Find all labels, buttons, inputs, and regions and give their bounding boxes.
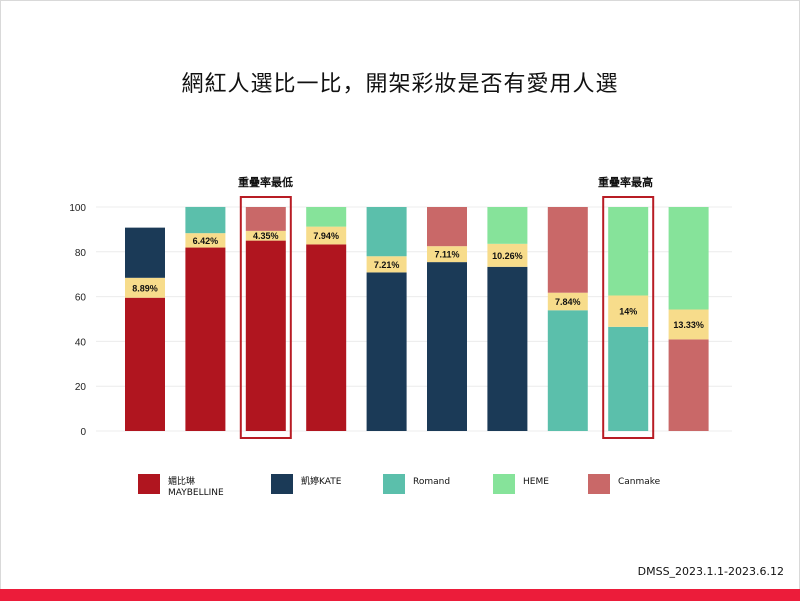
legend-item-kate: 凱婷KATE <box>271 474 341 494</box>
bar-9-top-heme <box>608 207 649 296</box>
y-tick-label-100: 100 <box>69 203 86 214</box>
bar-10-overlap <box>668 309 709 340</box>
legend-swatch-canmake <box>588 474 610 494</box>
bar-1-overlap <box>125 277 165 298</box>
y-tick-label-40: 40 <box>75 337 87 348</box>
source-note: DMSS_2023.1.1-2023.6.12 <box>637 565 784 578</box>
y-tick-label-60: 60 <box>75 293 87 304</box>
bar-7-top-heme <box>487 207 528 244</box>
bar-7-bottom-kate <box>487 266 528 431</box>
bar-9-overlap <box>608 295 649 327</box>
bar-6-top-canmake <box>427 207 467 247</box>
bar-2-top-romand <box>185 206 226 234</box>
bar-7-overlap <box>487 243 528 267</box>
legend-label-maybelline-en: MAYBELLINE <box>168 488 224 498</box>
legend-item-maybelline: 媚比琳 MAYBELLINE <box>138 474 224 499</box>
bar-10-top-heme <box>668 207 709 310</box>
bar-5-top-romand <box>366 207 407 257</box>
page-title: 網紅人選比一比，開架彩妝是否有愛用人選 <box>181 72 619 97</box>
bar-6-bottom-kate <box>427 262 467 431</box>
legend-swatch-kate <box>271 474 293 494</box>
highlight-box-bar-3 <box>239 196 292 439</box>
bar-2-overlap <box>185 233 226 248</box>
y-tick-label-0: 0 <box>80 427 86 438</box>
bar-3-bottom-maybelline <box>245 240 286 431</box>
bar-4-top-heme <box>306 207 347 227</box>
legend-label-romand: Romand <box>413 477 451 487</box>
legend-label-maybelline-zh: 媚比琳 <box>168 477 196 487</box>
annotation-highest-overlap: 重疊率最高 <box>598 176 653 189</box>
annotation-lowest-overlap: 重疊率最低 <box>238 176 293 189</box>
bar-7-overlap-label: 10.26% <box>492 251 523 261</box>
bar-3-top-canmake <box>245 207 286 231</box>
legend-swatch-maybelline <box>138 474 160 494</box>
bar-10-bottom-canmake <box>668 339 709 431</box>
bar-1-top-kate <box>125 227 165 278</box>
bar-1-bottom-maybelline <box>125 297 165 431</box>
legend-label-canmake: Canmake <box>618 477 661 487</box>
legend-label-heme: HEME <box>523 477 549 487</box>
y-tick-label-80: 80 <box>75 248 87 259</box>
bar-8-overlap-label: 7.84% <box>555 297 581 307</box>
bar-3-overlap-label: 4.35% <box>253 231 279 241</box>
bar-5-overlap-label: 7.21% <box>374 260 400 270</box>
legend-item-romand: Romand <box>383 474 450 494</box>
highlight-box-bar-9 <box>602 196 655 439</box>
bottom-accent-bar <box>0 589 800 601</box>
bar-2-bottom-maybelline <box>185 247 226 431</box>
legend-label-kate: 凱婷KATE <box>301 477 342 487</box>
bar-1-overlap-label: 8.89% <box>132 283 158 293</box>
bar-3-overlap <box>245 230 286 241</box>
bar-8-bottom-romand <box>547 310 588 431</box>
bar-6-overlap <box>427 246 467 263</box>
bar-6-overlap-label: 7.11% <box>434 250 459 260</box>
bar-4-overlap <box>306 226 347 245</box>
bar-5-overlap <box>366 256 407 273</box>
bar-4-bottom-maybelline <box>306 244 347 431</box>
legend-swatch-heme <box>493 474 515 494</box>
legend-item-heme: HEME <box>493 474 549 494</box>
bar-9-bottom-romand <box>608 326 649 431</box>
y-tick-label-20: 20 <box>75 382 87 393</box>
bar-2-overlap-label: 6.42% <box>193 236 219 246</box>
bar-9-overlap-label: 14% <box>619 307 637 317</box>
bar-4-overlap-label: 7.94% <box>313 231 339 241</box>
bar-8-overlap <box>547 292 588 311</box>
legend-swatch-romand <box>383 474 405 494</box>
bar-5-bottom-kate <box>366 272 407 431</box>
bar-8-top-canmake <box>547 207 588 293</box>
bar-10-overlap-label: 13.33% <box>673 320 704 330</box>
legend-item-canmake: Canmake <box>588 474 660 494</box>
